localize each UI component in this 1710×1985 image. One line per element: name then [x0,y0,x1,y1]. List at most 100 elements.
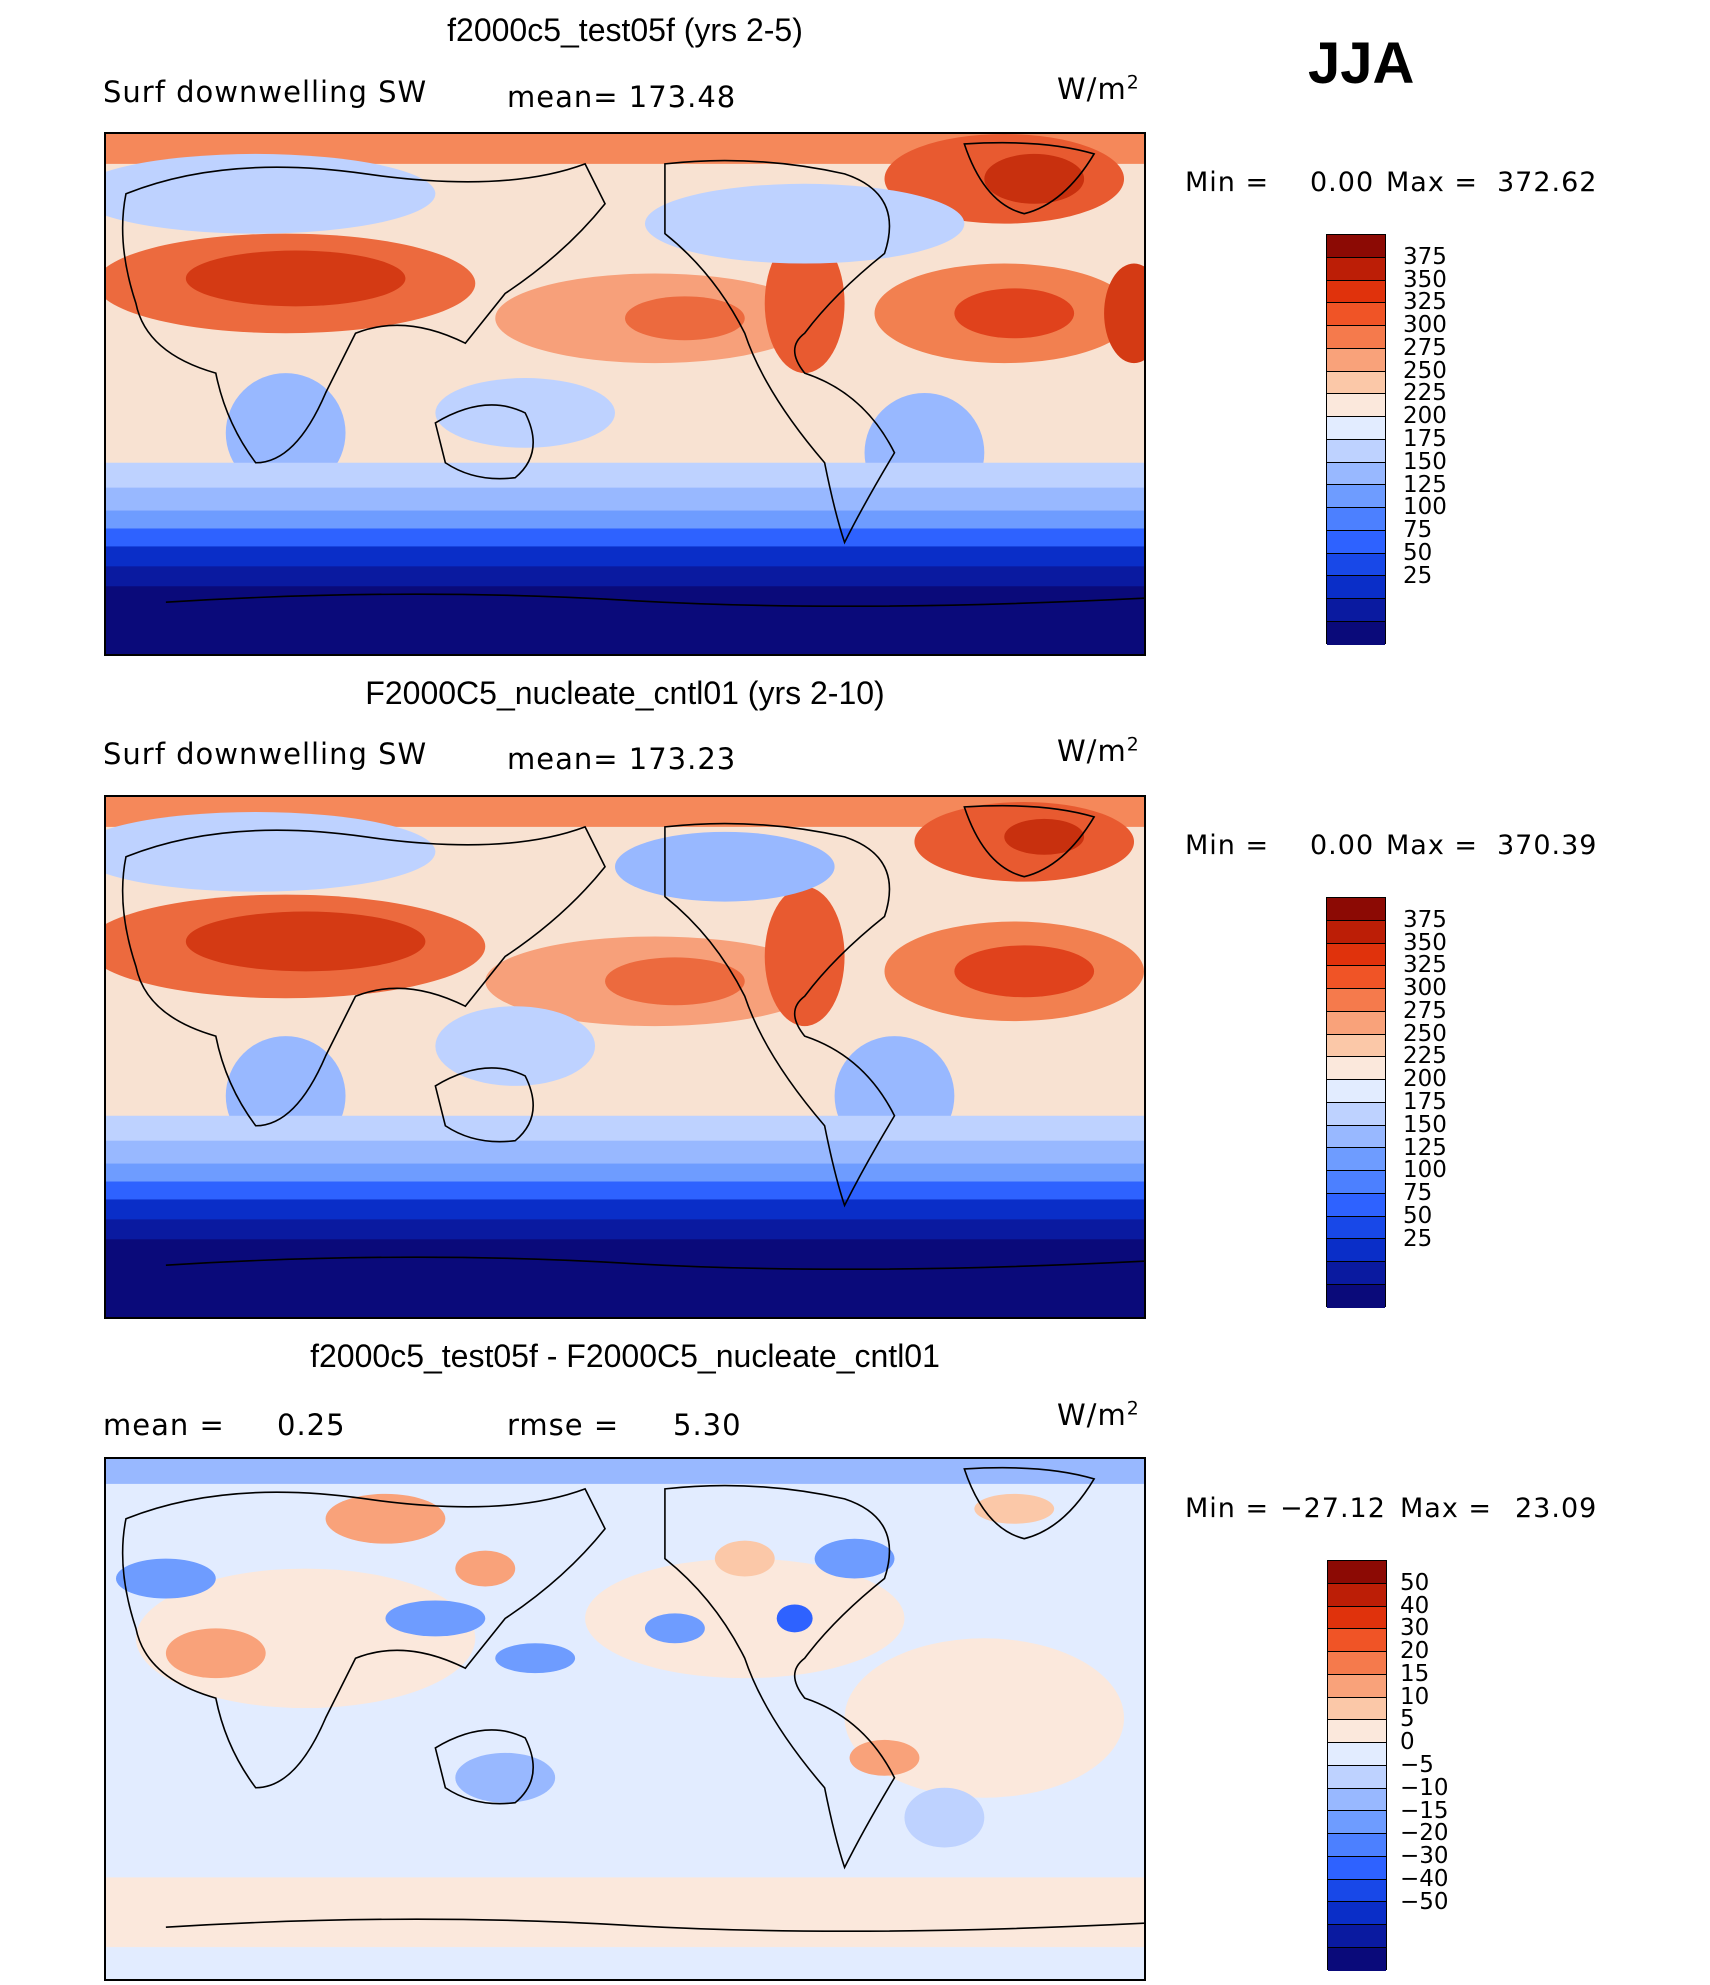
colorbar-tick-label: 75 [1403,517,1433,544]
colorbar-swatch [1327,1125,1385,1149]
colorbar-swatch [1328,1765,1386,1789]
colorbar-tick-label: 100 [1403,1157,1447,1184]
colorbar-tick-label: 350 [1403,929,1447,956]
colorbar-swatch [1327,943,1385,967]
colorbar-swatch [1327,576,1385,600]
colorbar-tick-label: 75 [1403,1180,1433,1207]
colorbar-swatch [1327,1193,1385,1217]
colorbar-tick-label: 50 [1403,1202,1433,1229]
colorbar-swatch [1327,553,1385,577]
panel1-min-label: Min = [1185,167,1270,198]
colorbar-swatch [1327,1171,1385,1194]
panel1-max-value: 372.62 [1497,167,1598,198]
colorbar-swatch [1328,1856,1386,1880]
colorbar-tick-label: −15 [1400,1797,1449,1824]
panel2-map [104,795,1146,1319]
colorbar-tick-label: −5 [1400,1752,1434,1778]
colorbar-tick-label: 175 [1403,426,1447,452]
colorbar-swatch [1328,1697,1386,1721]
panel1-min-value: 0.00 [1310,167,1375,198]
colorbar-tick-label: −50 [1400,1888,1449,1915]
colorbar-swatch [1328,1948,1386,1971]
panel3-map [104,1457,1146,1981]
colorbar-swatch [1327,1216,1385,1240]
colorbar-tick-label: −20 [1400,1820,1449,1847]
colorbar-tick-label: 200 [1403,403,1447,430]
colorbar-tick-label: 300 [1403,975,1447,1002]
colorbar-swatch [1327,280,1385,304]
panel3-rmse-label: rmse = [507,1408,620,1442]
colorbar-swatch [1327,966,1385,990]
colorbar-tick-label: 5 [1400,1706,1415,1733]
colorbar-tick-label: 125 [1403,471,1447,498]
panel1-max-label: Max = [1386,167,1479,198]
colorbar-swatch [1327,599,1385,623]
colorbar-swatch [1328,1879,1386,1903]
panel1-map-svg [106,134,1144,654]
colorbar-swatch [1328,1583,1386,1607]
panel3-rmse-value: 5.30 [673,1408,742,1442]
colorbar-tick-label: 25 [1403,1225,1433,1252]
colorbar-tick-label: 325 [1403,289,1447,316]
colorbar-tick-label: 25 [1403,562,1433,589]
panel3-colorbar [1327,1560,1387,1971]
colorbar-swatch [1327,371,1385,395]
colorbar-swatch [1328,1561,1386,1584]
colorbar-swatch [1327,394,1385,418]
panel2-max-value: 370.39 [1497,830,1598,861]
colorbar-tick-label: 50 [1400,1569,1430,1596]
colorbar-swatch [1327,1080,1385,1103]
colorbar-tick-label: 325 [1403,952,1447,979]
colorbar-tick-label: 15 [1400,1660,1430,1687]
panel2-units: W/m2 [1057,734,1140,768]
colorbar-tick-label: 30 [1400,1615,1430,1642]
colorbar-tick-label: 275 [1403,997,1447,1024]
colorbar-swatch [1327,1148,1385,1172]
panel1-colorbar [1326,234,1386,645]
panel1-title: f2000c5_test05f (yrs 2-5) [447,12,803,48]
panel2-title: F2000C5_nucleate_cntl01 (yrs 2-10) [365,675,885,711]
colorbar-swatch [1327,989,1385,1012]
colorbar-tick-label: 250 [1403,1020,1447,1047]
colorbar-tick-label: 40 [1400,1592,1430,1619]
colorbar-swatch [1328,1606,1386,1630]
colorbar-swatch [1327,1034,1385,1058]
colorbar-tick-label: 125 [1403,1134,1447,1161]
colorbar-tick-label: 100 [1403,494,1447,521]
panel3-max-label: Max = [1400,1493,1493,1524]
colorbar-swatch [1327,485,1385,509]
colorbar-tick-label: 0 [1400,1729,1415,1756]
colorbar-tick-label: 150 [1403,448,1447,475]
colorbar-swatch [1327,898,1385,921]
colorbar-tick-label: 200 [1403,1066,1447,1093]
panel1-mean-label: mean= 173.48 [507,80,737,114]
colorbar-swatch [1328,1674,1386,1698]
colorbar-swatch [1328,1902,1386,1926]
colorbar-swatch [1328,1629,1386,1653]
colorbar-tick-label: 350 [1403,266,1447,293]
colorbar-swatch [1327,439,1385,463]
colorbar-swatch [1328,1925,1386,1949]
colorbar-swatch [1327,257,1385,281]
colorbar-swatch [1328,1788,1386,1812]
panel1-units: W/m2 [1057,72,1140,106]
colorbar-swatch [1328,1811,1386,1835]
colorbar-swatch [1327,1262,1385,1286]
colorbar-swatch [1328,1720,1386,1744]
panel2-mean-label: mean= 173.23 [507,742,737,776]
colorbar-swatch [1328,1834,1386,1857]
colorbar-tick-label: −40 [1400,1865,1449,1892]
colorbar-tick-label: 275 [1403,334,1447,361]
colorbar-swatch [1327,1057,1385,1081]
colorbar-tick-label: 375 [1403,243,1447,270]
panel2-variable-label: Surf downwelling SW [103,737,428,771]
colorbar-tick-label: 10 [1400,1683,1430,1710]
colorbar-tick-label: −10 [1400,1774,1449,1801]
colorbar-swatch [1327,530,1385,554]
colorbar-tick-label: 375 [1403,906,1447,933]
colorbar-swatch [1327,417,1385,440]
panel2-min-label: Min = [1185,830,1270,861]
colorbar-tick-label: 300 [1403,312,1447,339]
colorbar-swatch [1327,1102,1385,1126]
colorbar-tick-label: 50 [1403,539,1433,566]
